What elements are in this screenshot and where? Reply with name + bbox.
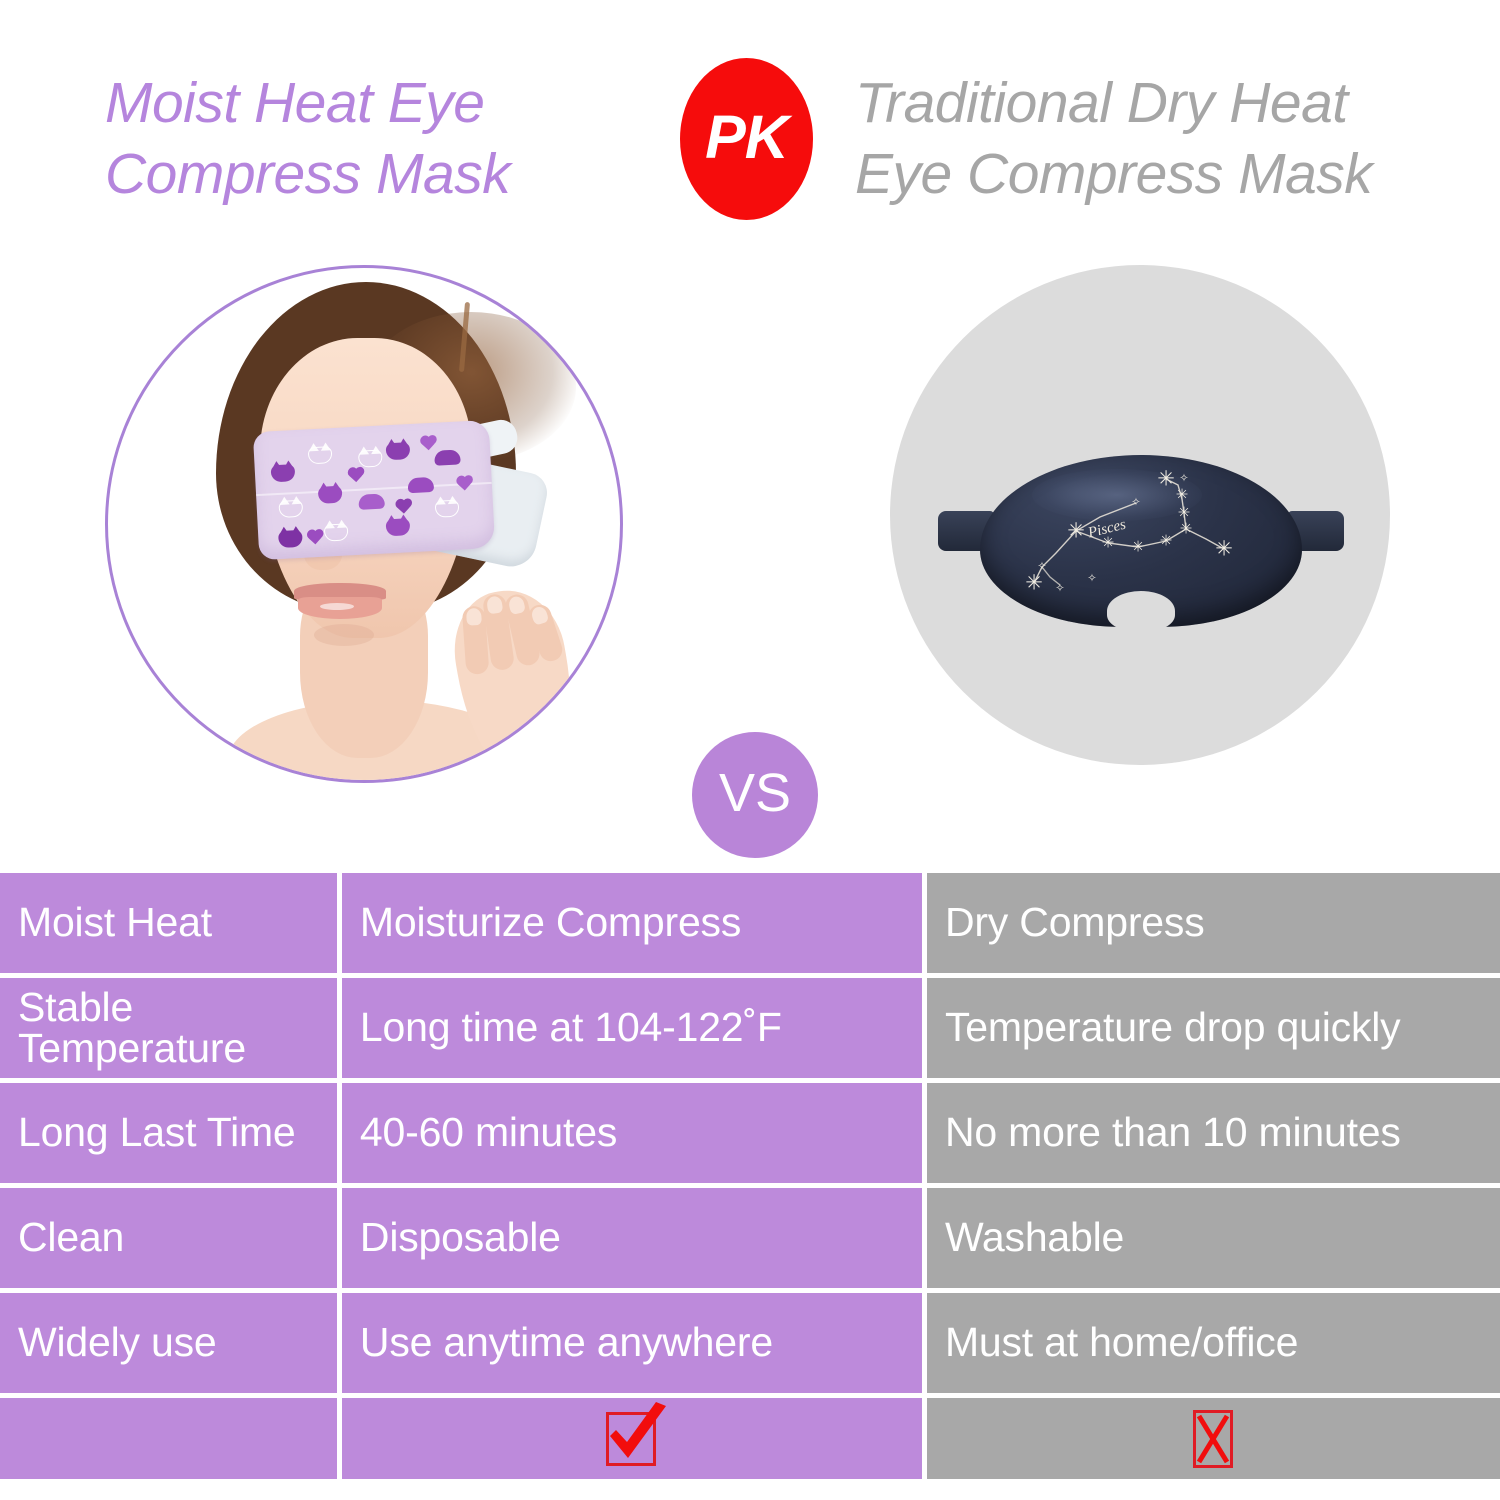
star: ✧ xyxy=(1055,582,1065,595)
star: ✳ xyxy=(1131,538,1145,556)
star: ✧ xyxy=(1037,560,1047,573)
dry-heat-cell: Temperature drop quickly xyxy=(926,978,1500,1078)
heart-motif xyxy=(458,477,472,491)
moist-heat-product-photo xyxy=(105,265,623,783)
constellation-embroidery: ✧ ✳ ✳ ✳ ✳ ✳ ✳ ✳ ✳ ✳ ✧ ✳ ✧ ✧ ✧ Pisces xyxy=(980,455,1302,627)
vs-badge-label: VS xyxy=(718,763,792,823)
lip-highlight xyxy=(320,603,354,610)
dry-heat-cell: No more than 10 minutes xyxy=(926,1083,1500,1183)
dry-heat-product-photo: ✧ ✳ ✳ ✳ ✳ ✳ ✳ ✳ ✳ ✳ ✧ ✳ ✧ ✧ ✧ Pisces xyxy=(890,265,1390,765)
silk-sleep-mask: ✧ ✳ ✳ ✳ ✳ ✳ ✳ ✳ ✳ ✳ ✧ ✳ ✧ ✧ ✧ Pisces xyxy=(938,455,1344,631)
moist-heat-cell: Long time at 104-122˚F xyxy=(341,978,922,1078)
heart-motif xyxy=(421,436,436,451)
cat-motif xyxy=(278,525,303,549)
product-showcase: VS ✧ ✳ ✳ ✳ ✳ xyxy=(0,250,1500,870)
star: ✳ xyxy=(1175,486,1189,504)
silk-sheen xyxy=(1032,469,1202,521)
checkmark-icon xyxy=(605,1401,666,1468)
star: ✳ xyxy=(1067,519,1085,543)
moist-heat-cell: Disposable xyxy=(341,1188,922,1288)
chin-shadow xyxy=(314,624,374,646)
blob-motif xyxy=(407,476,435,494)
moist-heat-cell: Moisturize Compress xyxy=(341,873,922,973)
cross-box xyxy=(1193,1409,1234,1468)
fingernail xyxy=(465,607,482,626)
page-title-right: Traditional Dry Heat Eye Compress Mask xyxy=(855,68,1495,209)
cat-motif xyxy=(270,460,296,483)
star: ✳ xyxy=(1157,467,1175,491)
fingernail xyxy=(529,604,550,626)
blob-motif xyxy=(434,449,461,466)
checkmark-box xyxy=(605,1411,656,1466)
title-left-line-1: Moist Heat Eye xyxy=(105,71,485,135)
lips-shape xyxy=(294,583,386,619)
title-left-line-2: Compress Mask xyxy=(105,141,511,206)
nose-notch xyxy=(1107,591,1175,631)
checkmark-glyph xyxy=(609,1401,666,1458)
blob-motif xyxy=(358,493,385,510)
feature-cell: Moist Heat xyxy=(0,873,337,973)
fingernail xyxy=(486,595,504,615)
heart-motif xyxy=(397,500,411,514)
table-row: Long Last Time 40-60 minutes No more tha… xyxy=(0,1083,1500,1183)
heart-motif xyxy=(308,530,323,545)
star: ✳ xyxy=(1159,532,1173,550)
fingernail xyxy=(507,595,526,616)
cross-icon xyxy=(1193,1409,1234,1468)
cat-motif xyxy=(278,495,304,518)
star: ✳ xyxy=(1101,534,1115,552)
verdict-dry-heat-cell xyxy=(926,1398,1500,1479)
verdict-feature-cell xyxy=(0,1398,337,1479)
dry-heat-cell: Must at home/office xyxy=(926,1293,1500,1393)
feature-cell: Stable Temperature xyxy=(0,978,337,1078)
comparison-table: Moist Heat Moisturize Compress Dry Compr… xyxy=(0,873,1500,1484)
cat-motif xyxy=(323,519,349,542)
vs-badge: VS xyxy=(692,732,818,858)
cat-motif xyxy=(434,495,460,518)
dry-heat-cell: Washable xyxy=(926,1188,1500,1288)
table-row: Widely use Use anytime anywhere Must at … xyxy=(0,1293,1500,1393)
upper-lip xyxy=(294,583,386,600)
feature-cell: Long Last Time xyxy=(0,1083,337,1183)
table-row: Stable Temperature Long time at 104-122˚… xyxy=(0,978,1500,1078)
model-illustration xyxy=(108,268,620,780)
constellation-lines-svg xyxy=(1033,478,1225,586)
table-verdict-row xyxy=(0,1398,1500,1479)
star: ✳ xyxy=(1179,520,1193,538)
cat-motif xyxy=(385,514,411,537)
silk-mask-body xyxy=(980,455,1302,631)
verdict-moist-heat-cell xyxy=(341,1398,922,1479)
cross-glyph xyxy=(1197,1414,1230,1463)
feature-cell: Widely use xyxy=(0,1293,337,1393)
dry-heat-cell: Dry Compress xyxy=(926,873,1500,973)
cat-motif xyxy=(307,442,333,465)
heart-motif xyxy=(349,468,363,483)
star: ✳ xyxy=(1215,537,1233,561)
table-row: Moist Heat Moisturize Compress Dry Compr… xyxy=(0,873,1500,973)
pk-badge-label: PK xyxy=(705,103,789,171)
moist-heat-cell: 40-60 minutes xyxy=(341,1083,922,1183)
title-right-line-1: Traditional Dry Heat xyxy=(855,71,1348,135)
title-right-line-2: Eye Compress Mask xyxy=(855,141,1373,206)
pk-badge: PK xyxy=(680,58,813,220)
table-row: Clean Disposable Washable xyxy=(0,1188,1500,1288)
moist-heat-cell: Use anytime anywhere xyxy=(341,1293,922,1393)
star: ✧ xyxy=(1087,572,1097,585)
cat-motif xyxy=(357,445,383,468)
cat-motif xyxy=(317,481,343,504)
moist-heat-mask xyxy=(252,419,496,561)
feature-cell: Clean xyxy=(0,1188,337,1288)
star: ✳ xyxy=(1025,571,1043,595)
star: ✳ xyxy=(1177,504,1191,522)
header: Moist Heat Eye Compress Mask PK Traditio… xyxy=(0,0,1500,250)
cat-motif xyxy=(385,438,411,461)
page-title-left: Moist Heat Eye Compress Mask xyxy=(105,68,665,209)
star: ✧ xyxy=(1131,496,1141,509)
star: ✧ xyxy=(1179,472,1189,485)
